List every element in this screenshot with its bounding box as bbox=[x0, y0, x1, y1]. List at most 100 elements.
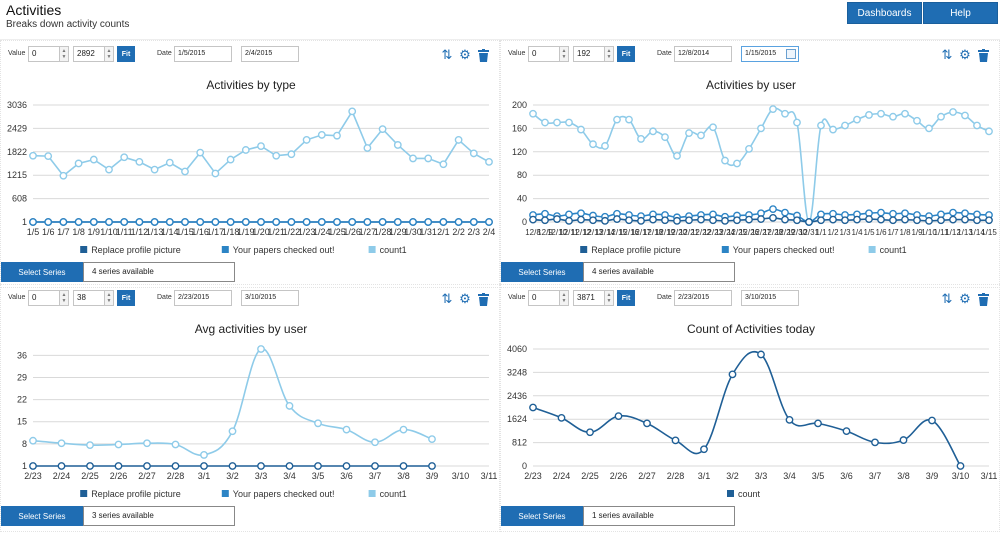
data-point[interactable] bbox=[485, 218, 493, 226]
data-point[interactable] bbox=[120, 153, 129, 162]
data-point[interactable] bbox=[200, 451, 208, 459]
data-point[interactable] bbox=[44, 152, 53, 161]
data-point[interactable] bbox=[793, 216, 801, 225]
data-point[interactable] bbox=[613, 215, 621, 223]
data-point[interactable] bbox=[685, 129, 693, 137]
legend-label[interactable]: count1 bbox=[380, 489, 407, 499]
data-point[interactable] bbox=[937, 216, 945, 225]
data-point[interactable] bbox=[899, 436, 908, 444]
data-point[interactable] bbox=[577, 125, 585, 134]
data-point[interactable] bbox=[409, 218, 417, 226]
data-point[interactable] bbox=[661, 133, 669, 142]
data-point[interactable] bbox=[817, 216, 825, 225]
date-from-input[interactable]: 2/23/2015 bbox=[674, 290, 732, 306]
data-point[interactable] bbox=[589, 140, 597, 149]
data-point[interactable] bbox=[877, 215, 885, 224]
data-point[interactable] bbox=[769, 205, 777, 214]
data-point[interactable] bbox=[302, 136, 311, 144]
data-point[interactable] bbox=[150, 165, 159, 174]
data-point[interactable] bbox=[889, 209, 897, 218]
data-point[interactable] bbox=[120, 218, 129, 226]
legend-label[interactable]: count1 bbox=[380, 245, 407, 255]
legend-label[interactable]: Replace profile picture bbox=[91, 489, 181, 499]
date-to-input[interactable]: 3/10/2015 bbox=[241, 290, 299, 306]
data-point[interactable] bbox=[709, 216, 717, 225]
data-point[interactable] bbox=[29, 218, 37, 226]
sort-arrows-icon[interactable]: ⇅ bbox=[441, 291, 453, 306]
data-point[interactable] bbox=[257, 218, 265, 226]
data-point[interactable] bbox=[697, 215, 705, 224]
data-point[interactable] bbox=[89, 155, 98, 164]
data-point[interactable] bbox=[541, 209, 549, 218]
value-max-spinner[interactable]: ▲ ▼ bbox=[104, 46, 114, 62]
data-point[interactable] bbox=[454, 136, 463, 144]
data-point[interactable] bbox=[257, 142, 265, 150]
data-point[interactable] bbox=[817, 121, 825, 130]
date-to-input[interactable]: 3/10/2015 bbox=[741, 290, 799, 306]
data-point[interactable] bbox=[781, 215, 789, 224]
data-point[interactable] bbox=[74, 159, 83, 168]
data-point[interactable] bbox=[59, 218, 68, 226]
data-point[interactable] bbox=[901, 215, 909, 224]
data-point[interactable] bbox=[557, 413, 566, 422]
data-point[interactable] bbox=[29, 151, 37, 160]
data-point[interactable] bbox=[913, 116, 921, 125]
data-point[interactable] bbox=[171, 462, 180, 470]
data-point[interactable] bbox=[287, 218, 296, 226]
data-point[interactable] bbox=[757, 215, 765, 223]
data-point[interactable] bbox=[614, 412, 623, 421]
data-point[interactable] bbox=[757, 124, 765, 133]
select-series-button[interactable]: Select Series bbox=[501, 506, 583, 526]
data-point[interactable] bbox=[454, 218, 463, 226]
data-point[interactable] bbox=[135, 218, 144, 226]
data-point[interactable] bbox=[363, 144, 372, 152]
data-point[interactable] bbox=[114, 440, 123, 449]
data-point[interactable] bbox=[74, 218, 83, 226]
data-point[interactable] bbox=[371, 438, 379, 447]
data-point[interactable] bbox=[529, 403, 537, 412]
data-point[interactable] bbox=[196, 218, 205, 226]
data-point[interactable] bbox=[565, 118, 573, 127]
data-point[interactable] bbox=[211, 218, 220, 226]
data-point[interactable] bbox=[853, 115, 861, 124]
data-point[interactable] bbox=[302, 218, 311, 226]
data-point[interactable] bbox=[697, 131, 705, 140]
data-point[interactable] bbox=[781, 109, 789, 118]
data-point[interactable] bbox=[241, 218, 250, 226]
data-point[interactable] bbox=[424, 154, 433, 163]
data-point[interactable] bbox=[181, 167, 189, 176]
data-point[interactable] bbox=[745, 215, 753, 224]
data-point[interactable] bbox=[785, 415, 794, 424]
data-point[interactable] bbox=[342, 425, 351, 434]
data-point[interactable] bbox=[143, 462, 151, 470]
data-point[interactable] bbox=[342, 462, 351, 470]
gear-icon[interactable]: ⚙ bbox=[959, 47, 971, 62]
data-point[interactable] bbox=[44, 218, 53, 226]
data-point[interactable] bbox=[57, 462, 66, 470]
data-point[interactable] bbox=[314, 419, 322, 428]
data-point[interactable] bbox=[709, 123, 717, 132]
value-min-spinner[interactable]: ▲ ▼ bbox=[559, 290, 569, 306]
value-min-input[interactable]: 0 bbox=[528, 46, 560, 62]
help-button[interactable]: Help bbox=[923, 2, 998, 24]
data-point[interactable] bbox=[925, 216, 933, 225]
data-point[interactable] bbox=[228, 462, 237, 470]
data-point[interactable] bbox=[226, 155, 235, 164]
data-point[interactable] bbox=[865, 111, 873, 119]
data-point[interactable] bbox=[371, 462, 379, 470]
value-max-spinner[interactable]: ▲ ▼ bbox=[604, 290, 614, 306]
data-point[interactable] bbox=[793, 118, 801, 127]
data-point[interactable] bbox=[428, 435, 436, 444]
data-point[interactable] bbox=[685, 216, 693, 225]
data-point[interactable] bbox=[649, 127, 657, 136]
data-point[interactable] bbox=[333, 131, 341, 140]
data-point[interactable] bbox=[937, 112, 945, 121]
value-min-spinner[interactable]: ▲ ▼ bbox=[59, 290, 69, 306]
data-point[interactable] bbox=[673, 216, 681, 225]
date-from-input[interactable]: 1/5/2015 bbox=[174, 46, 232, 62]
legend-label[interactable]: count bbox=[738, 489, 761, 499]
data-point[interactable] bbox=[949, 108, 957, 116]
data-point[interactable] bbox=[901, 109, 909, 118]
data-point[interactable] bbox=[200, 462, 208, 470]
select-series-button[interactable]: Select Series bbox=[1, 506, 83, 526]
